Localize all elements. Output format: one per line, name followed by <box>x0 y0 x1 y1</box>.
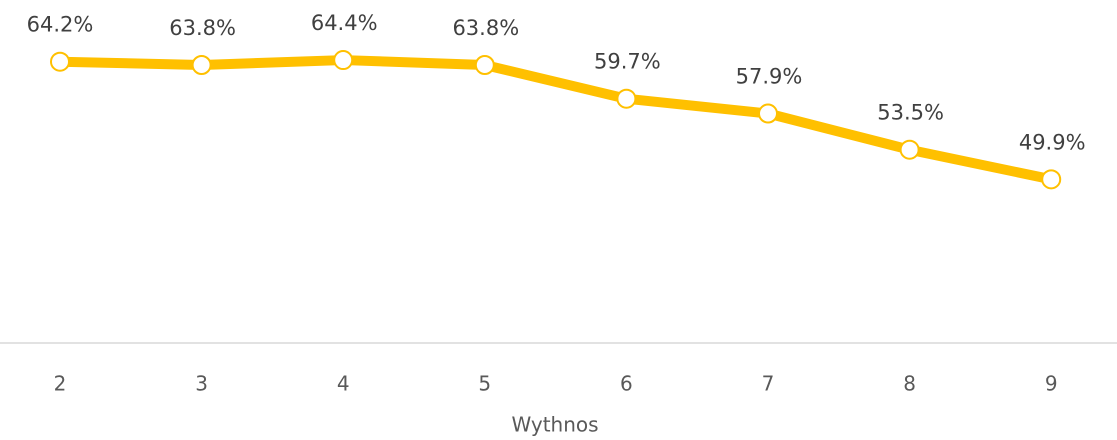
data-label: 53.5% <box>877 101 944 125</box>
x-tick-label: 4 <box>337 372 350 396</box>
data-label: 57.9% <box>736 65 803 89</box>
marker <box>899 139 920 160</box>
x-tick-label: 7 <box>762 372 775 396</box>
x-tick-label: 8 <box>903 372 916 396</box>
data-label: 64.2% <box>27 13 94 37</box>
marker <box>474 54 495 75</box>
x-tick-label: 9 <box>1045 372 1058 396</box>
x-tick-label: 6 <box>620 372 633 396</box>
marker <box>1041 169 1062 190</box>
marker <box>191 54 212 75</box>
x-axis-title: Wythnos <box>511 413 598 437</box>
data-label: 49.9% <box>1019 130 1086 154</box>
marker <box>333 50 354 71</box>
line <box>55 55 1057 185</box>
x-tick-label: 5 <box>478 372 491 396</box>
data-label: 63.8% <box>452 16 519 40</box>
data-label: 63.8% <box>169 16 236 40</box>
x-tick-label: 3 <box>195 372 208 396</box>
marker <box>758 103 778 124</box>
x-tick-label: 2 <box>54 372 67 396</box>
data-label: 64.4% <box>311 11 378 35</box>
marker <box>50 51 70 72</box>
data-label: 59.7% <box>594 50 661 74</box>
marker <box>616 88 637 109</box>
